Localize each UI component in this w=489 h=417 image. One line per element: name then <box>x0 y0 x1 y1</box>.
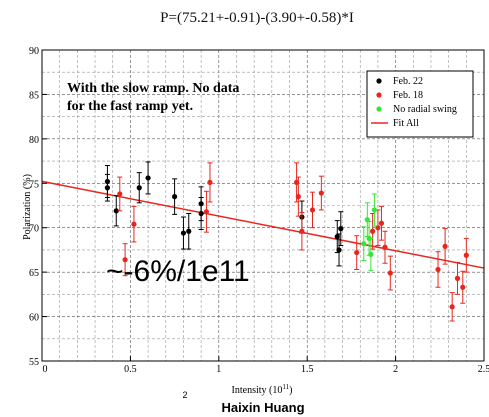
data-point-feb22 <box>104 185 111 191</box>
data-point-feb18 <box>454 275 461 281</box>
data-point-feb18 <box>442 243 448 249</box>
legend-label-fit: Fit All <box>393 118 419 129</box>
data-point-feb18 <box>203 209 210 215</box>
data-point-feb18 <box>378 220 385 226</box>
y-tick-label: 90 <box>29 46 39 57</box>
x-axis-label-main: Intensity (10 <box>232 385 283 396</box>
data-points-layer <box>104 161 469 322</box>
page-number: 2 <box>182 390 187 400</box>
annotation-line-2: for the fast ramp yet. <box>67 99 193 114</box>
y-axis-label: Polarization (%) <box>22 174 33 240</box>
data-point-no-radial <box>371 207 377 213</box>
x-axis-label-exponent: 11 <box>282 383 289 391</box>
data-point-feb18 <box>122 257 128 263</box>
data-point-feb18 <box>131 221 137 227</box>
data-point-no-radial <box>361 241 367 247</box>
plot-frame <box>41 49 485 362</box>
data-point-no-radial <box>368 251 374 257</box>
data-point-feb22 <box>136 185 142 191</box>
y-tick-label: 75 <box>29 179 39 190</box>
x-tick-label: 1 <box>216 364 221 375</box>
legend-label-feb18: Feb. 18 <box>393 90 423 101</box>
data-point-feb22 <box>198 210 204 217</box>
legend-label-feb22: Feb. 22 <box>393 76 423 87</box>
y-tick-label: 85 <box>29 90 39 101</box>
annotation-line-1: With the slow ramp. No data <box>67 81 239 96</box>
slope-annotation: ~-6%/1e11 <box>106 255 250 288</box>
data-point-feb18 <box>299 228 305 234</box>
y-tick-label: 55 <box>29 357 39 368</box>
data-point-feb22 <box>113 208 119 214</box>
data-point-feb18 <box>382 244 388 250</box>
data-point-feb18 <box>295 194 301 200</box>
data-point-feb18 <box>435 266 441 273</box>
data-point-feb18 <box>318 190 324 196</box>
data-point-feb22 <box>336 247 342 253</box>
data-point-feb18 <box>460 284 466 290</box>
data-point-feb18 <box>370 228 376 234</box>
data-point-feb18 <box>463 252 469 258</box>
legend-marker-feb18 <box>376 92 382 98</box>
legend-label-no-radial: No radial swing <box>393 104 457 115</box>
y-tick-label: 80 <box>29 135 39 146</box>
y-tick-label: 65 <box>29 268 39 279</box>
x-tick-label: 2.5 <box>478 364 489 375</box>
data-point-feb22 <box>180 230 187 236</box>
legend-box <box>366 70 474 138</box>
data-point-feb22 <box>186 228 192 234</box>
x-tick-label: 0.5 <box>124 364 137 375</box>
y-tick-label: 70 <box>29 224 39 235</box>
legend-marker-no-radial <box>376 106 382 112</box>
x-tick-label: 0 <box>43 364 48 375</box>
data-point-feb18 <box>354 249 360 256</box>
data-point-feb18 <box>207 179 213 185</box>
legend-marker-feb22 <box>376 78 382 84</box>
legend: Feb. 22 Feb. 18 No radial swing Fit All <box>366 70 474 138</box>
data-point-feb18 <box>117 191 123 197</box>
fit-equation-title: P=(75.21+-0.91)-(3.90+-0.58)*I <box>160 10 354 26</box>
x-tick-label: 2 <box>393 364 398 375</box>
data-point-feb22 <box>338 226 344 232</box>
data-point-feb22 <box>145 175 151 181</box>
tick-labels: 0 0.5 1 1.5 2 2.5 55 60 65 70 75 80 85 90 <box>29 46 489 375</box>
data-point-feb18 <box>387 270 393 276</box>
x-axis-label-close: ) <box>289 385 292 396</box>
axes <box>41 49 485 362</box>
data-point-feb22 <box>172 194 178 200</box>
data-point-feb18 <box>309 207 316 213</box>
x-tick-label: 1.5 <box>301 364 314 375</box>
x-axis-label: Intensity (1011) <box>232 383 293 396</box>
author-name: Haixin Huang <box>221 400 304 415</box>
data-point-feb18 <box>449 304 455 310</box>
y-tick-label: 60 <box>29 313 39 324</box>
